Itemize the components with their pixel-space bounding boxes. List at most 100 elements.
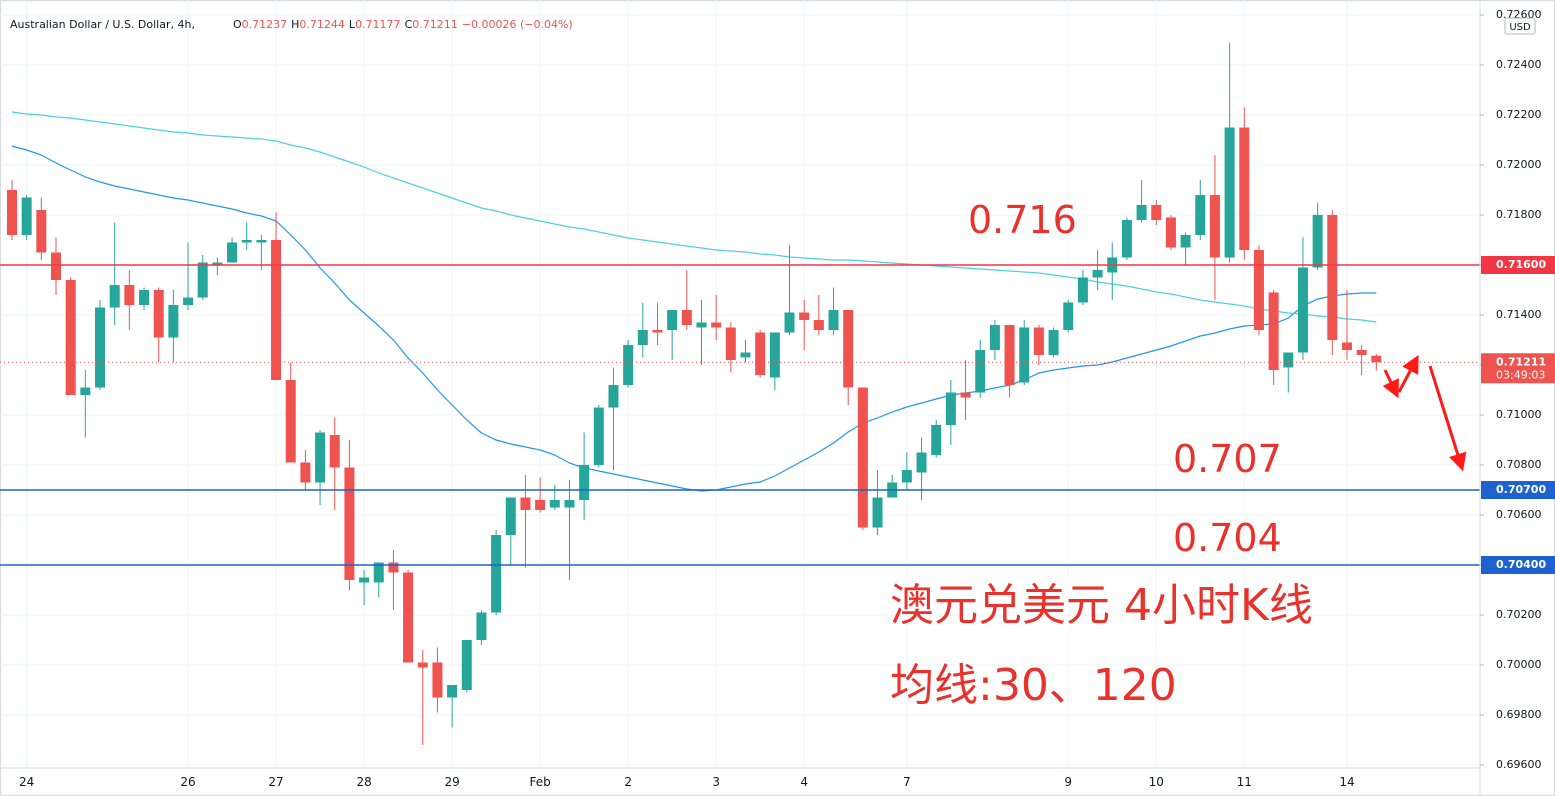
candle-body [520, 497, 531, 510]
candle-body [1312, 215, 1323, 268]
candle-body [535, 500, 546, 510]
level-label: 0.71600 [1496, 258, 1546, 271]
candle-body [168, 305, 179, 338]
candle-body [271, 240, 282, 380]
x-tick-label: 4 [800, 775, 808, 789]
candle-body [183, 297, 194, 305]
candle-body [1195, 195, 1206, 235]
y-tick-label: 0.72200 [1496, 108, 1542, 121]
candle-body [329, 435, 340, 468]
candle-body [153, 290, 164, 338]
change: −0.00026 (−0.04%) [462, 18, 573, 31]
candle-body [975, 350, 986, 393]
y-tick-label: 0.72400 [1496, 58, 1542, 71]
candle-body [1327, 215, 1338, 340]
y-tick-label: 0.70200 [1496, 608, 1542, 621]
candle-body [1136, 205, 1147, 220]
candles [7, 42, 1382, 745]
candle-body [285, 380, 296, 463]
currency: USD [1509, 22, 1531, 33]
candle-body [1165, 217, 1176, 248]
candle-body [549, 500, 560, 508]
candle-body [681, 310, 692, 325]
x-tick-label: 14 [1339, 775, 1354, 789]
ohlc-value: 0.71237 [242, 18, 288, 31]
candle-body [1121, 220, 1132, 258]
candle-body [65, 280, 76, 395]
candle-body [300, 462, 311, 483]
candle-body [373, 562, 384, 583]
ohlc-label: C [405, 18, 413, 31]
x-tick-label: 2 [624, 775, 632, 789]
level-label: 0.70400 [1496, 558, 1546, 571]
candle-body [80, 387, 91, 395]
candle-body [1209, 195, 1220, 258]
arrow [1382, 369, 1399, 399]
candle-body [227, 242, 238, 263]
ohlc-value: 0.71244 [299, 18, 345, 31]
x-tick-label: 29 [444, 775, 459, 789]
candle-body [564, 500, 575, 508]
countdown: 03:49:03 [1496, 368, 1545, 381]
candle-body [417, 662, 428, 668]
x-tick-label: 11 [1237, 775, 1252, 789]
candle-body [799, 312, 810, 320]
candle-body [388, 562, 399, 573]
level-label-box [1481, 256, 1555, 274]
candle-body [1268, 292, 1279, 370]
candle-body [813, 320, 824, 330]
candle-body [461, 640, 472, 690]
ohlc-label: L [349, 18, 356, 31]
y-tick-label: 0.71800 [1496, 208, 1542, 221]
x-tick-label: Feb [529, 775, 550, 789]
x-tick-label: 3 [712, 775, 720, 789]
candle-body [1356, 350, 1367, 355]
candle-body [1019, 327, 1030, 383]
candle-body [447, 685, 458, 698]
candle-body [1048, 330, 1059, 355]
candle-body [1341, 342, 1352, 350]
y-tick-label: 0.71400 [1496, 308, 1542, 321]
candle-body [916, 452, 927, 473]
candle-body [1180, 235, 1191, 248]
candle-body [579, 465, 590, 500]
candle-body [95, 307, 106, 388]
y-tick-label: 0.69600 [1496, 758, 1542, 771]
candle-body [124, 285, 135, 305]
ohlc-label: O [233, 18, 242, 31]
y-tick-label: 0.70000 [1496, 658, 1542, 671]
candle-body [1092, 270, 1103, 278]
y-tick-label: 0.69800 [1496, 708, 1542, 721]
x-tick-label: 7 [903, 775, 911, 789]
x-tick-label: 24 [19, 775, 34, 789]
candle-body [711, 322, 722, 328]
candle-body [241, 240, 252, 243]
candle-body [315, 432, 326, 483]
candle-body [769, 332, 780, 378]
candle-body [432, 662, 443, 698]
annotation: 0.716 [968, 198, 1077, 242]
y-tick-label: 0.72000 [1496, 158, 1542, 171]
ohlc-value: 0.71211 [412, 18, 458, 31]
candle-body [608, 385, 619, 408]
annotation: 0.707 [1173, 437, 1282, 481]
annotation: 均线:30、120 [890, 660, 1177, 711]
candle-body [901, 470, 912, 483]
candle-body [21, 197, 32, 235]
price-axis: 0.69600 0.69800 0.70000 0.70200 0.70400 0.706… [19, 8, 1555, 789]
candle-body [36, 210, 47, 253]
candle-body [1151, 205, 1162, 220]
candle-body [359, 577, 370, 583]
candle-body [857, 387, 868, 528]
x-tick-label: 27 [268, 775, 283, 789]
candle-body [960, 392, 971, 398]
annotation: 0.704 [1173, 516, 1282, 560]
candle-body [491, 535, 502, 613]
candle-body [505, 497, 516, 535]
candle-body [1004, 325, 1015, 385]
x-tick-label: 26 [180, 775, 195, 789]
candle-body [945, 392, 956, 425]
